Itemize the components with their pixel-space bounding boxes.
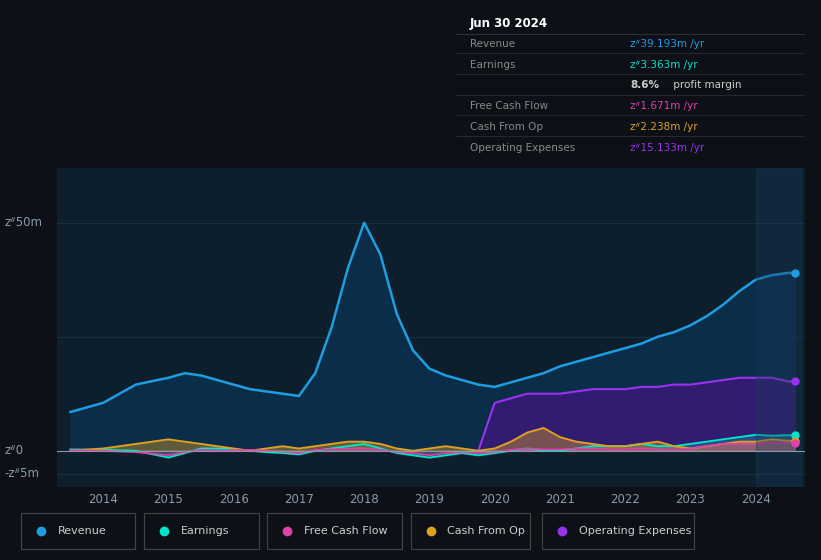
Text: Jun 30 2024: Jun 30 2024 xyxy=(470,17,548,30)
Text: zᐥ0: zᐥ0 xyxy=(4,444,23,457)
Text: zᐥ15.133m /yr: zᐥ15.133m /yr xyxy=(631,143,704,153)
Text: 8.6%: 8.6% xyxy=(631,81,659,90)
Text: profit margin: profit margin xyxy=(670,81,741,90)
Text: Revenue: Revenue xyxy=(57,526,106,535)
Text: -zᐥ5m: -zᐥ5m xyxy=(4,467,39,480)
Bar xyxy=(755,168,801,487)
Text: Revenue: Revenue xyxy=(470,39,515,49)
Text: Operating Expenses: Operating Expenses xyxy=(579,526,691,535)
Text: Free Cash Flow: Free Cash Flow xyxy=(304,526,388,535)
Text: Operating Expenses: Operating Expenses xyxy=(470,143,575,153)
Text: Cash From Op: Cash From Op xyxy=(470,122,543,132)
Text: zᐥ3.363m /yr: zᐥ3.363m /yr xyxy=(631,60,698,69)
Text: Earnings: Earnings xyxy=(181,526,229,535)
Text: Cash From Op: Cash From Op xyxy=(447,526,525,535)
Text: zᐥ39.193m /yr: zᐥ39.193m /yr xyxy=(631,39,704,49)
Text: zᐥ50m: zᐥ50m xyxy=(4,216,42,229)
Text: zᐥ1.671m /yr: zᐥ1.671m /yr xyxy=(631,101,698,111)
Text: Free Cash Flow: Free Cash Flow xyxy=(470,101,548,111)
Text: Earnings: Earnings xyxy=(470,60,515,69)
Text: zᐥ2.238m /yr: zᐥ2.238m /yr xyxy=(631,122,698,132)
